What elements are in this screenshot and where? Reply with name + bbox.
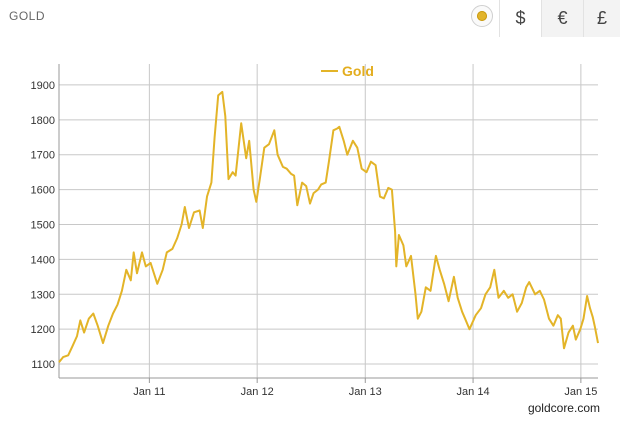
y-tick-label: 1800 [31,115,55,127]
chart-legend[interactable]: Gold [321,63,374,79]
currency-tab-gbp[interactable]: £ [583,0,620,37]
gold-coin-icon[interactable] [471,5,493,27]
x-tick-label: Jan 12 [241,386,274,398]
currency-tabs: $ € £ [499,0,620,37]
gold-price-line[interactable] [58,90,599,363]
y-tick-label: 1600 [31,185,55,197]
y-tick-label: 1200 [31,324,55,336]
x-tick-label: Jan 14 [457,386,490,398]
y-tick-label: 1900 [31,80,55,92]
y-tick-label: 1300 [31,289,55,301]
currency-tab-eur[interactable]: € [541,0,583,37]
y-tick-label: 1500 [31,219,55,231]
y-tick-label: 1700 [31,150,55,162]
grid-layer [59,64,598,378]
source-credit: goldcore.com [527,401,600,415]
x-tick-label: Jan 13 [349,386,382,398]
currency-tab-usd[interactable]: $ [499,0,541,37]
x-tick-label: Jan 11 [133,386,165,398]
series-layer [58,90,599,363]
legend-label: Gold [342,63,374,79]
y-tick-label: 1100 [31,359,55,371]
page-title: GOLD [9,9,46,23]
coin-dot [477,11,487,21]
x-tick-label: Jan 15 [564,386,597,398]
y-tick-label: 1400 [31,254,55,266]
axis-layer: 1100 1200 1300 1400 1500 1600 1700 1800 1900 Jan … [31,64,598,398]
